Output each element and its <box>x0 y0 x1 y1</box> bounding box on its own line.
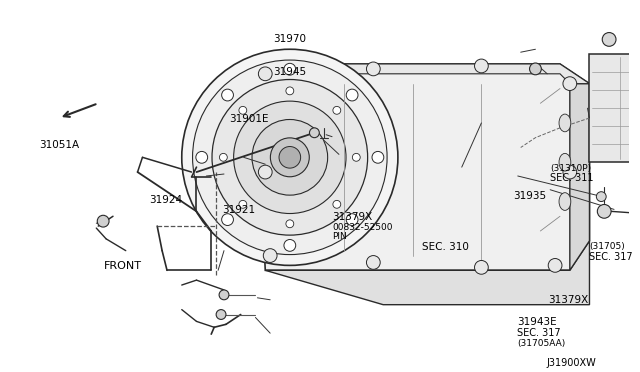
Text: SEC. 310: SEC. 310 <box>422 242 469 252</box>
Circle shape <box>270 138 309 177</box>
Ellipse shape <box>559 114 571 132</box>
Circle shape <box>367 256 380 269</box>
Circle shape <box>219 290 229 300</box>
Circle shape <box>333 106 340 114</box>
Circle shape <box>563 77 577 90</box>
Text: 31901E: 31901E <box>229 114 268 124</box>
Circle shape <box>286 87 294 95</box>
Circle shape <box>239 201 247 208</box>
Circle shape <box>602 32 616 46</box>
Circle shape <box>310 128 319 138</box>
Text: 31935: 31935 <box>513 190 546 201</box>
Circle shape <box>221 214 234 225</box>
Circle shape <box>252 119 328 195</box>
Circle shape <box>216 310 226 320</box>
Circle shape <box>346 89 358 101</box>
Text: (31705): (31705) <box>589 242 625 251</box>
Circle shape <box>284 63 296 75</box>
Polygon shape <box>265 241 589 305</box>
Text: 31379X: 31379X <box>548 295 588 305</box>
Circle shape <box>263 249 277 262</box>
Ellipse shape <box>559 193 571 211</box>
Circle shape <box>220 153 227 161</box>
Circle shape <box>548 259 562 272</box>
Text: SEC. 317: SEC. 317 <box>516 328 561 338</box>
Text: 31924: 31924 <box>149 195 182 205</box>
Text: FRONT: FRONT <box>104 262 142 271</box>
Circle shape <box>196 151 207 163</box>
Circle shape <box>367 62 380 76</box>
Polygon shape <box>255 64 589 270</box>
Circle shape <box>193 60 387 254</box>
Text: 31943E: 31943E <box>516 317 556 327</box>
Circle shape <box>529 63 541 75</box>
Text: J31900XW: J31900XW <box>547 357 596 368</box>
Text: SEC. 317: SEC. 317 <box>589 251 633 262</box>
Circle shape <box>474 260 488 274</box>
Text: 31379X: 31379X <box>332 212 372 222</box>
Circle shape <box>346 214 358 225</box>
Circle shape <box>284 240 296 251</box>
Circle shape <box>286 220 294 228</box>
Circle shape <box>97 215 109 227</box>
Circle shape <box>279 147 301 168</box>
Bar <box>589 54 640 162</box>
Circle shape <box>597 205 611 218</box>
Circle shape <box>333 201 340 208</box>
Text: 31921: 31921 <box>222 205 255 215</box>
Text: 31945: 31945 <box>273 67 307 77</box>
Circle shape <box>239 106 247 114</box>
Text: (31310P): (31310P) <box>550 164 591 173</box>
Circle shape <box>182 49 398 265</box>
Text: SEC. 311: SEC. 311 <box>550 173 594 183</box>
Text: 31970: 31970 <box>273 35 306 44</box>
Text: 31051A: 31051A <box>39 140 79 150</box>
Text: (31705AA): (31705AA) <box>516 339 565 347</box>
Circle shape <box>212 80 367 235</box>
Circle shape <box>474 59 488 73</box>
Text: PIN: PIN <box>332 232 347 241</box>
Circle shape <box>353 153 360 161</box>
Circle shape <box>563 165 577 179</box>
Circle shape <box>234 101 346 214</box>
Ellipse shape <box>559 153 571 171</box>
Text: 00832-52500: 00832-52500 <box>332 222 392 232</box>
Circle shape <box>221 89 234 101</box>
Circle shape <box>259 67 272 81</box>
Circle shape <box>372 151 384 163</box>
Circle shape <box>259 165 272 179</box>
Polygon shape <box>570 84 589 270</box>
Circle shape <box>596 192 606 202</box>
Polygon shape <box>255 64 589 84</box>
